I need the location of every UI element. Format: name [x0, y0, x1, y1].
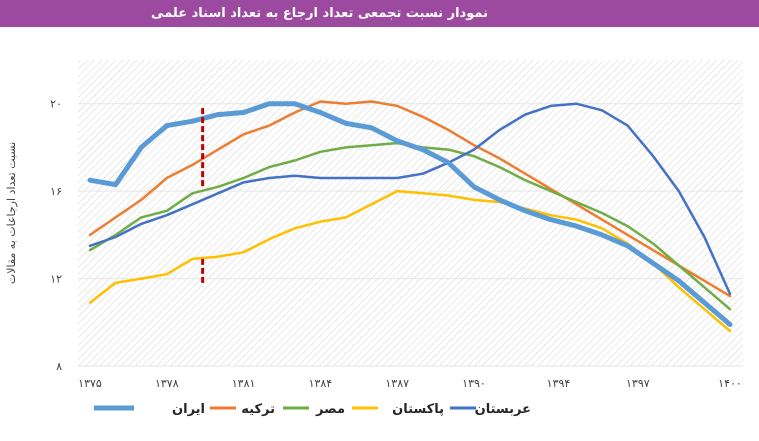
- plot-area: [78, 60, 743, 366]
- series-line-4: [88, 102, 732, 296]
- x-tick-label: ۱۳۸۷: [385, 377, 409, 390]
- x-tick-label: ۱۳۹۰: [462, 377, 486, 390]
- legend-label-1: ترکیه: [241, 402, 275, 417]
- chart-title: نمودار نسبت تجمعی تعداد ارجاع به تعداد ا…: [151, 6, 488, 21]
- series-line-1: [88, 100, 732, 298]
- y-axis-label: نسبت تعداد ارجاعات به مقالات: [5, 142, 18, 284]
- y-tick-label: ۱۶: [50, 185, 62, 198]
- legend-label-4: عربستان: [475, 402, 531, 417]
- y-tick-label: ۸: [56, 360, 62, 373]
- x-tick-label: ۱۴۰۰: [718, 377, 742, 390]
- series-line-3: [88, 189, 732, 333]
- series-line-0: [87, 101, 733, 327]
- y-tick-label: ۲۰: [50, 98, 62, 111]
- series-lines: [87, 100, 733, 333]
- y-tick-label: ۱۲: [50, 273, 62, 286]
- x-tick-label: ۱۳۸۴: [309, 377, 333, 390]
- legend-label-3: پاکستان: [392, 402, 444, 417]
- legend-label-2: مصر: [315, 402, 345, 417]
- x-tick-label: ۱۳۸۱: [232, 377, 256, 390]
- y-tick-labels: ۸ ۱۲ ۱۶ ۲۰: [50, 98, 62, 373]
- x-tick-label: ۱۳۷۵: [78, 377, 102, 390]
- x-tick-label: ۱۳۹۷: [626, 377, 650, 390]
- legend: ایران ترکیه مصر پاکستان عربستان: [94, 402, 531, 417]
- x-tick-label: ۱۳۷۸: [155, 377, 179, 390]
- chart-title-bar: نمودار نسبت تجمعی تعداد ارجاع به تعداد ا…: [0, 0, 759, 27]
- line-chart: ۱۳۷۵ ۱۳۷۸ ۱۳۸۱ ۱۳۸۴ ۱۳۸۷ ۱۳۹۰ ۱۳۹۴ ۱۳۹۷ ۱۴۰۰ ۸ ۱۲…: [5, 60, 743, 417]
- x-tick-labels: ۱۳۷۵ ۱۳۷۸ ۱۳۸۱ ۱۳۸۴ ۱۳۸۷ ۱۳۹۰ ۱۳۹۴ ۱۳۹۷ ۱۴۰۰: [78, 377, 742, 390]
- x-tick-label: ۱۳۹۴: [547, 377, 571, 390]
- legend-label-0: ایران: [172, 402, 205, 417]
